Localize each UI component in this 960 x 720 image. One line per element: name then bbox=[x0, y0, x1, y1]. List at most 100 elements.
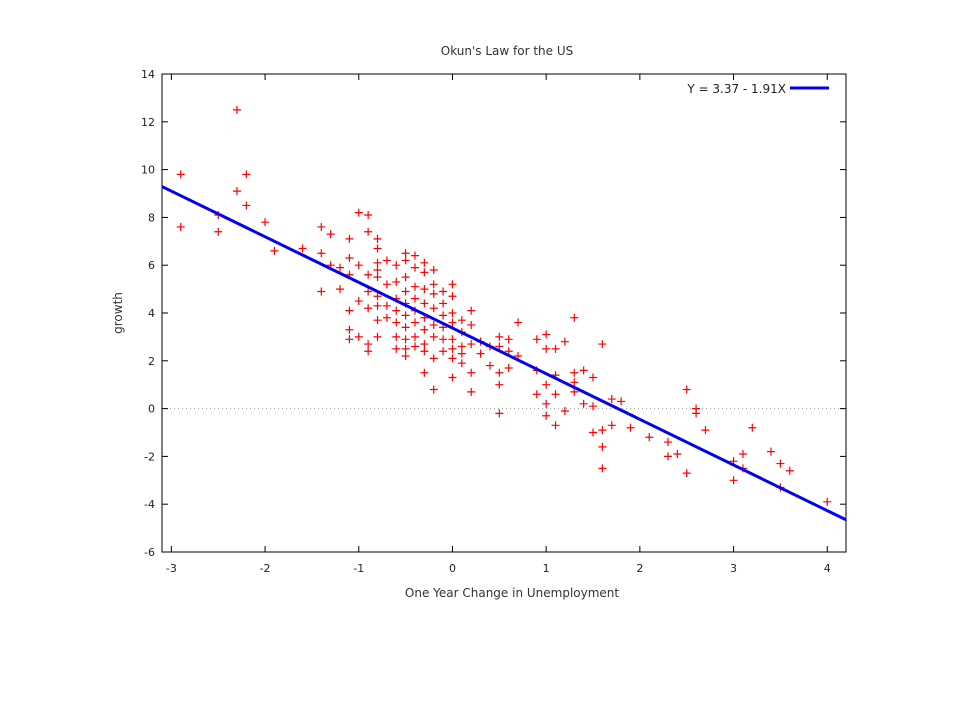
data-point bbox=[176, 170, 185, 179]
data-point bbox=[317, 222, 326, 231]
data-point bbox=[373, 332, 382, 341]
x-tick-label: -2 bbox=[260, 562, 271, 575]
data-point bbox=[542, 411, 551, 420]
data-point bbox=[467, 320, 476, 329]
data-point bbox=[345, 306, 354, 315]
data-point bbox=[345, 325, 354, 334]
data-point bbox=[448, 373, 457, 382]
y-tick-label: 14 bbox=[141, 68, 155, 81]
data-point bbox=[373, 273, 382, 282]
data-point bbox=[551, 344, 560, 353]
data-point bbox=[439, 335, 448, 344]
data-point bbox=[457, 359, 466, 368]
x-tick-label: 4 bbox=[824, 562, 831, 575]
data-point bbox=[532, 390, 541, 399]
data-point bbox=[457, 316, 466, 325]
data-point bbox=[364, 287, 373, 296]
data-point bbox=[579, 399, 588, 408]
data-point bbox=[514, 318, 523, 327]
data-point bbox=[373, 301, 382, 310]
data-point bbox=[448, 335, 457, 344]
data-point bbox=[336, 285, 345, 294]
data-point bbox=[410, 342, 419, 351]
data-point bbox=[392, 306, 401, 315]
data-point bbox=[495, 368, 504, 377]
data-point bbox=[663, 452, 672, 461]
data-point bbox=[401, 311, 410, 320]
x-tick-label: 1 bbox=[543, 562, 550, 575]
data-point bbox=[823, 497, 832, 506]
data-point bbox=[242, 201, 251, 210]
data-point bbox=[504, 363, 513, 372]
data-point bbox=[476, 349, 485, 358]
data-point bbox=[429, 265, 438, 274]
data-point bbox=[214, 227, 223, 236]
data-point bbox=[345, 234, 354, 243]
data-point bbox=[542, 399, 551, 408]
data-point bbox=[682, 385, 691, 394]
data-point bbox=[467, 387, 476, 396]
data-point bbox=[457, 349, 466, 358]
data-point bbox=[448, 280, 457, 289]
x-axis-ticks: -3 -2 -1 0 1 2 3 4 bbox=[166, 74, 831, 575]
chart-title: Okun's Law for the US bbox=[441, 44, 574, 58]
data-point bbox=[589, 373, 598, 382]
data-point bbox=[429, 304, 438, 313]
data-point bbox=[748, 423, 757, 432]
data-point bbox=[598, 340, 607, 349]
data-point bbox=[439, 299, 448, 308]
y-tick-label: 2 bbox=[148, 355, 155, 368]
data-point bbox=[448, 292, 457, 301]
data-point bbox=[448, 309, 457, 317]
data-point bbox=[598, 442, 607, 451]
data-point bbox=[298, 244, 307, 253]
data-point bbox=[336, 263, 345, 272]
data-point bbox=[448, 344, 457, 353]
data-point bbox=[439, 311, 448, 320]
x-tick-label: -1 bbox=[353, 562, 364, 575]
data-point bbox=[364, 347, 373, 356]
data-point bbox=[570, 387, 579, 396]
data-point bbox=[232, 187, 241, 196]
data-point bbox=[354, 332, 363, 341]
data-point bbox=[767, 447, 776, 456]
data-point bbox=[495, 342, 504, 351]
data-point bbox=[645, 433, 654, 442]
data-point bbox=[598, 426, 607, 435]
data-point bbox=[420, 325, 429, 334]
data-point bbox=[420, 340, 429, 349]
y-axis-label: growth bbox=[111, 292, 125, 334]
data-point bbox=[392, 261, 401, 270]
y-tick-label: 8 bbox=[148, 211, 155, 224]
y-tick-label: -6 bbox=[144, 546, 155, 559]
data-point bbox=[373, 316, 382, 325]
data-point bbox=[626, 423, 635, 432]
data-point bbox=[364, 211, 373, 220]
data-point bbox=[467, 306, 476, 315]
x-tick-label: 0 bbox=[449, 562, 456, 575]
data-point bbox=[589, 402, 598, 411]
data-point bbox=[382, 280, 391, 289]
data-point bbox=[373, 234, 382, 243]
data-point bbox=[232, 105, 241, 114]
data-point bbox=[439, 287, 448, 296]
legend-label: Y = 3.37 - 1.91X bbox=[686, 82, 786, 96]
x-tick-label: 3 bbox=[730, 562, 737, 575]
data-point bbox=[410, 318, 419, 327]
data-point bbox=[467, 340, 476, 349]
data-point bbox=[701, 426, 710, 435]
data-point bbox=[401, 249, 410, 258]
data-point bbox=[345, 335, 354, 344]
data-point bbox=[410, 282, 419, 291]
regression-line bbox=[161, 185, 847, 522]
data-point bbox=[495, 409, 504, 418]
data-point bbox=[401, 352, 410, 361]
data-point bbox=[429, 332, 438, 341]
data-point bbox=[551, 390, 560, 399]
y-tick-label: 6 bbox=[148, 259, 155, 272]
data-point bbox=[410, 263, 419, 272]
data-point bbox=[570, 368, 579, 377]
data-point bbox=[420, 258, 429, 267]
data-point bbox=[410, 332, 419, 341]
